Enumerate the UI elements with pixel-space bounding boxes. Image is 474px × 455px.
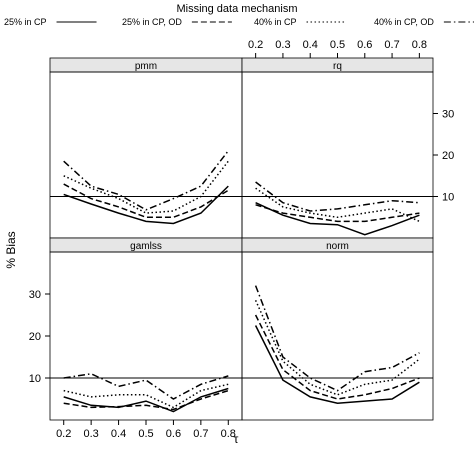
y-tick-label: 30 [29,289,41,301]
y-tick-label: 10 [442,192,454,204]
panel-frame [49,71,243,239]
legend-entry: 25% in CP [4,17,97,27]
legend-entry: 25% in CP, OD [122,17,232,27]
y-tick-label: 20 [29,331,41,343]
x-tick-label: 0.7 [384,39,399,51]
series-line [254,285,420,392]
legend-entry: 40% in CP [254,17,347,27]
y-tick-label: 10 [29,373,41,385]
x-tick-label: 0.4 [111,428,126,440]
x-tick-label: 0.8 [412,39,427,51]
series-line [255,202,420,236]
series-line [63,150,229,211]
series-line [63,383,229,409]
legend-entry-label: 40% in CP, OD [374,17,434,27]
legend-entry-label: 25% in CP [4,17,47,27]
panel-pmm: pmm [49,57,243,239]
panel-title: pmm [135,61,157,72]
panels: pmm rq gamlss norm [49,57,434,421]
series-line [255,187,420,223]
panel-title: rq [333,61,342,72]
x-tick-label: 0.6 [357,39,372,51]
panel-title: norm [326,241,349,252]
bottom-x-axis: 0.2 0.3 0.4 0.5 0.6 0.7 0.8 [56,420,236,440]
panel-frame [49,251,243,421]
x-tick-label: 0.3 [275,39,290,51]
x-tick-label: 0.4 [303,39,318,51]
series-line [63,185,229,225]
right-y-axis: 10 20 30 [433,109,454,204]
x-tick-label: 0.7 [193,428,208,440]
left-y-axis: 10 20 30 [29,289,50,385]
panel-norm: norm [241,237,434,421]
legend-entry-label: 25% in CP, OD [122,17,182,27]
series-line [255,204,420,223]
x-tick-label: 0.5 [330,39,345,51]
x-tick-label: 0.2 [56,428,71,440]
panel-rq: rq [241,57,434,239]
series-line [63,373,229,400]
series-line [254,299,420,396]
series-line [63,387,229,413]
series-line [63,160,229,214]
legend-entry-label: 40% in CP [254,17,297,27]
x-tick-label: 0.3 [83,428,98,440]
legend: Missing data mechanism [176,3,297,15]
series-line [255,181,420,212]
x-tick-label: 0.5 [138,428,153,440]
x-tick-label: 0.8 [221,428,236,440]
panel-frame [241,251,434,421]
series-line [254,314,420,400]
y-tick-label: 20 [442,150,454,162]
top-x-axis: 0.2 0.3 0.4 0.5 0.6 0.7 0.8 [248,39,427,58]
series-line [63,389,229,411]
y-tick-label: 30 [442,109,454,121]
legend-entries: 25% in CP 25% in CP, OD 40% in CP 40% in CP… [4,17,474,27]
series-line [254,325,420,404]
panel-title: gamlss [130,241,162,252]
y-axis-label: % Bias [4,231,18,268]
panel-gamlss: gamlss [49,237,243,421]
legend-title: Missing data mechanism [176,3,297,15]
panel-frame [241,71,434,239]
legend-entry: 40% in CP, OD [374,17,474,27]
x-axis-label: τ [234,432,239,446]
series-line [63,183,229,219]
x-tick-label: 0.2 [248,39,263,51]
x-tick-label: 0.6 [166,428,181,440]
